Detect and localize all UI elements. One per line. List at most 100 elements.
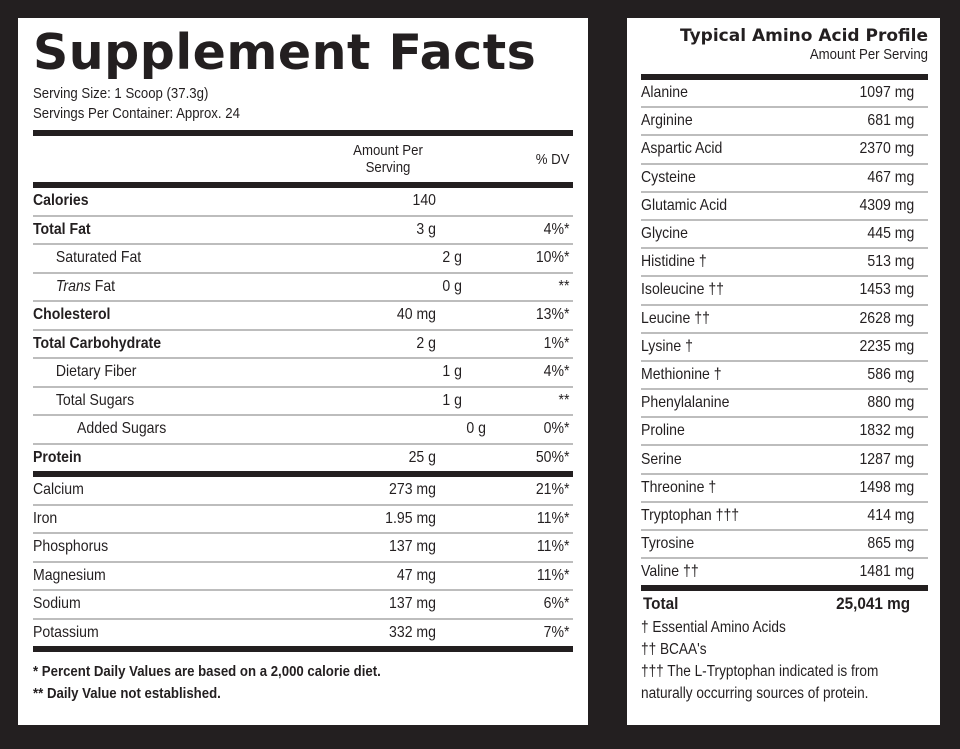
footnote: * Percent Daily Values are based on a 2,…: [33, 663, 381, 680]
amino-amount: 2370 mg: [859, 140, 914, 158]
nutrient-dv: 13%*: [535, 306, 570, 324]
amino-name: Arginine: [641, 112, 693, 130]
nutrient-amount: 40 mg: [396, 306, 436, 324]
amino-note: naturally occurring sources of protein.: [641, 685, 869, 703]
nutrient-name-cell: Added Sugars: [33, 420, 332, 438]
mineral-name: Phosphorus: [33, 538, 109, 556]
amino-amount: 2628 mg: [859, 309, 914, 327]
macro-table: Calories 140 Total Fat 3 g 4%* Saturated …: [33, 188, 573, 471]
amount-header-line1: Amount Per: [353, 142, 423, 159]
nutrient-dv: **: [558, 277, 570, 295]
amino-row: Glutamic Acid 4309 mg: [641, 193, 928, 221]
amino-amount: 681 mg: [867, 112, 914, 130]
amino-name: Cysteine: [641, 168, 696, 186]
mineral-row: Sodium 137 mg 6%*: [33, 591, 573, 620]
nutrient-row: Saturated Fat 2 g 10%*: [33, 245, 573, 274]
mineral-amount: 47 mg: [396, 566, 436, 584]
amino-row: Alanine 1097 mg: [641, 80, 928, 109]
nutrient-name-cell: Total Sugars: [33, 392, 311, 410]
nutrient-name: Saturated Fat: [55, 249, 142, 267]
nutrient-amount: 2 g: [416, 334, 436, 352]
divider: [33, 182, 573, 188]
nutrient-row: Trans Fat 0 g **: [33, 274, 573, 302]
amino-name: Aspartic Acid: [641, 140, 723, 158]
amino-title: Typical Amino Acid Profile: [680, 26, 928, 46]
nutrient-dv: 4%*: [543, 363, 570, 381]
nutrient-amount: 0 g: [442, 277, 462, 295]
amino-amount: 414 mg: [867, 506, 914, 524]
nutrient-row: Total Sugars 1 g **: [33, 388, 573, 416]
amino-amount: 1453 mg: [859, 281, 914, 299]
amino-note: ††† The L-Tryptophan indicated is from: [641, 663, 879, 681]
mineral-row: Iron 1.95 mg 11%*: [33, 506, 573, 534]
nutrient-amount: 140: [412, 192, 436, 210]
amino-notes: † Essential Amino Acids †† BCAA's ††† Th…: [641, 617, 928, 705]
amino-name: Leucine ††: [641, 309, 710, 327]
footnotes: * Percent Daily Values are based on a 2,…: [33, 661, 508, 705]
nutrient-name: Total Sugars: [55, 391, 135, 409]
divider: [641, 74, 928, 80]
nutrient-name: Dietary Fiber: [55, 363, 137, 381]
amino-row: Isoleucine †† 1453 mg: [641, 277, 928, 306]
nutrient-name-cell: Total Fat: [33, 221, 288, 239]
supplement-facts-panel: Supplement Facts Serving Size: 1 Scoop (…: [18, 18, 588, 725]
nutrient-name-italic: Trans: [55, 277, 91, 295]
amino-amount: 1498 mg: [859, 478, 914, 496]
amino-amount: 2235 mg: [859, 337, 914, 355]
amino-row: Tyrosine 865 mg: [641, 531, 928, 560]
nutrient-name: Protein: [33, 448, 82, 466]
amino-amount: 445 mg: [867, 225, 914, 243]
mineral-name: Potassium: [33, 623, 99, 641]
amino-row: Leucine †† 2628 mg: [641, 306, 928, 334]
amino-name: Phenylalanine: [641, 394, 730, 412]
divider: [33, 130, 573, 136]
mineral-dv: 11%*: [536, 538, 570, 556]
amino-amount: 467 mg: [867, 168, 914, 186]
nutrient-dv: **: [558, 391, 570, 409]
amino-amount: 4309 mg: [859, 196, 914, 214]
mineral-amount: 137 mg: [389, 595, 436, 613]
amino-name: Glutamic Acid: [641, 196, 728, 214]
mineral-amount: 273 mg: [389, 481, 436, 499]
mineral-dv: 21%*: [535, 481, 570, 499]
mineral-amount: 1.95 mg: [385, 509, 436, 527]
amino-name: Serine: [641, 450, 682, 468]
nutrient-amount: 2 g: [442, 249, 462, 267]
amino-name: Glycine: [641, 225, 688, 243]
amino-note: † Essential Amino Acids: [641, 619, 786, 637]
amino-row: Cysteine 467 mg: [641, 165, 928, 193]
mineral-dv: 7%*: [543, 623, 570, 641]
nutrient-amount: 25 g: [408, 448, 436, 466]
nutrient-name-cell: Protein: [33, 449, 288, 467]
amino-amount: 1097 mg: [859, 84, 914, 102]
nutrient-name-cell: Dietary Fiber: [33, 363, 311, 381]
amino-amount: 865 mg: [867, 535, 914, 553]
nutrient-dv: 50%*: [535, 448, 570, 466]
total-amount: 25,041 mg: [835, 594, 910, 614]
nutrient-dv: 1%*: [543, 334, 570, 352]
amino-amount: 880 mg: [867, 394, 914, 412]
nutrient-amount: 3 g: [416, 220, 436, 238]
amino-name: Valine ††: [641, 563, 699, 581]
nutrient-row: Total Fat 3 g 4%*: [33, 217, 573, 245]
divider: [33, 471, 573, 477]
amino-row: Aspartic Acid 2370 mg: [641, 136, 928, 165]
nutrient-row: Calories 140: [33, 188, 573, 217]
amino-name: Methionine †: [641, 365, 722, 383]
mineral-dv: 11%*: [536, 509, 570, 527]
amino-amount: 1481 mg: [859, 563, 914, 581]
nutrient-name: Cholesterol: [33, 306, 111, 324]
nutrient-name: Calories: [33, 192, 89, 210]
amino-name: Tryptophan †††: [641, 506, 740, 524]
mineral-name: Iron: [33, 509, 58, 527]
nutrient-name: Added Sugars: [77, 420, 167, 438]
nutrient-name: Total Fat: [33, 220, 91, 238]
amino-amount: 586 mg: [867, 365, 914, 383]
nutrient-name-cell: Cholesterol: [33, 306, 288, 324]
amino-subtitle: Amount Per Serving: [809, 46, 928, 63]
nutrient-row: Added Sugars 0 g 0%*: [33, 416, 573, 445]
mineral-row: Calcium 273 mg 21%*: [33, 477, 573, 506]
amino-total-row: Total 25,041 mg: [641, 591, 928, 617]
divider: [641, 585, 928, 592]
mineral-row: Magnesium 47 mg 11%*: [33, 563, 573, 591]
